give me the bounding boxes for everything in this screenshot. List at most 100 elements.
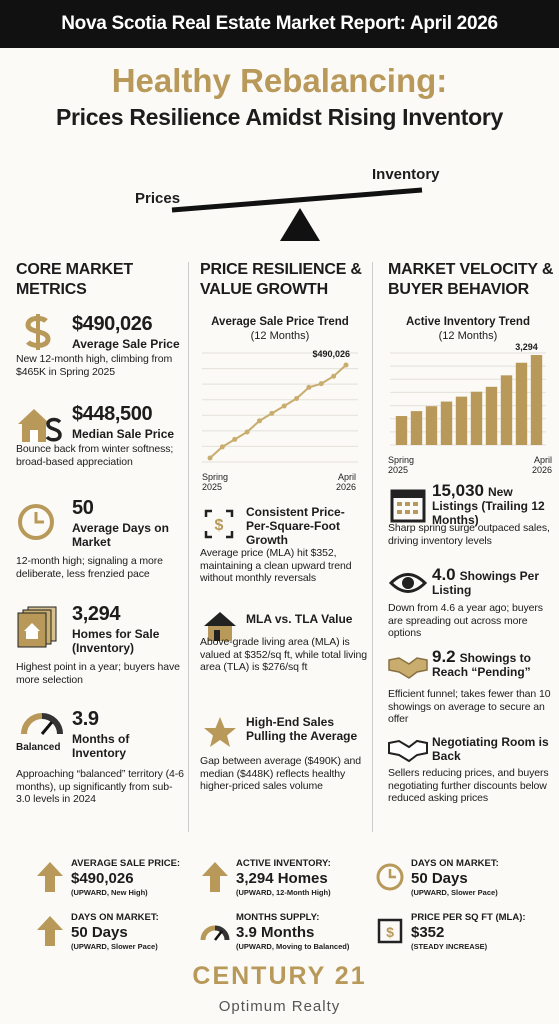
insight-title: High-End Sales Pulling the Average: [246, 715, 358, 743]
bar: [425, 406, 438, 445]
x-tick-label: Spring 2025: [202, 472, 229, 492]
header-title: Nova Scotia Real Estate Market Report: A…: [0, 0, 559, 48]
metric-label: Average Days on Market: [72, 521, 169, 549]
calendar-icon: [390, 489, 426, 523]
chart: [390, 352, 546, 446]
data-label: 3,294: [515, 342, 538, 352]
metric-text: Average price (MLA) hit $352, maintainin…: [200, 547, 352, 584]
chart: [202, 352, 358, 463]
bar: [395, 416, 408, 445]
summary-label: AVERAGE SALE PRICE:: [71, 858, 181, 869]
arrow-icon: [37, 916, 63, 946]
metric-label: Months of Inventory: [72, 732, 130, 760]
clock-icon: [18, 504, 54, 540]
point: [343, 362, 349, 368]
arrow-icon: [202, 862, 228, 892]
chart-title: Average Sale Price Trend: [211, 316, 349, 328]
summary-label: DAYS ON MARKET:: [411, 858, 499, 869]
x-tick-label: April 2026: [335, 472, 356, 492]
summary-value: $352: [411, 924, 445, 941]
bar: [470, 391, 483, 445]
summary-value: 50 Days: [71, 924, 128, 941]
divider: [372, 262, 373, 832]
dollar-icon: [25, 314, 51, 350]
handshake-icon: [388, 657, 428, 679]
summary-note: (STEADY INCREASE): [411, 942, 488, 951]
metric-value: $490,026: [72, 313, 153, 335]
metric-text: Approaching “balanced” territory (4-6 mo…: [16, 768, 184, 805]
scale-left: Prices: [135, 190, 181, 207]
summary-label: ACTIVE INVENTORY:: [236, 858, 331, 869]
point: [269, 410, 275, 416]
handshake-icon: [388, 739, 428, 763]
listings-icon: [17, 606, 57, 648]
brand: CENTURY 21: [192, 962, 367, 990]
velocity-heading: 9.2 Showings to Reach “Pending”: [432, 647, 554, 679]
gauge-icon: [200, 925, 230, 941]
subheadline: Prices Resilience Amidst Rising Inventor…: [55, 104, 503, 130]
balance-icon: [171, 187, 423, 241]
summary-note: (UPWARD, Slower Pace): [71, 942, 158, 951]
bar: [485, 386, 498, 445]
velocity-heading: Negotiating Room is Back: [432, 735, 554, 763]
point: [207, 455, 213, 461]
point: [219, 444, 225, 450]
metric-value: 4.0: [432, 565, 456, 584]
summary-value: 3,294 Homes: [236, 870, 328, 887]
bar: [455, 396, 468, 445]
summary-value: 3.9 Months: [236, 924, 315, 941]
insight-title: Consistent Price-Per-Square-Foot Growth: [246, 505, 345, 547]
box-icon: $: [377, 918, 403, 944]
svg-text:$: $: [386, 924, 394, 940]
point: [281, 403, 287, 409]
metric-value: 3,294: [72, 603, 121, 625]
summary-note: (UPWARD, Slower Pace): [411, 888, 498, 897]
eye-icon: [389, 573, 427, 593]
headline: Healthy Rebalancing:: [111, 62, 448, 99]
bar: [440, 401, 453, 445]
summary-label: PRICE PER SQ FT (MLA):: [411, 912, 526, 923]
summary-value: $490,026: [71, 870, 134, 887]
summary-note: (UPWARD, Moving to Balanced): [236, 942, 350, 951]
metric-label: Median Sale Price: [72, 427, 175, 441]
metric-value: $448,500: [72, 403, 153, 425]
office: Optimum Realty: [218, 998, 341, 1015]
velocity-heading: 4.0 Showings Per Listing: [432, 565, 554, 597]
chart-subtitle: (12 Months): [438, 330, 498, 342]
chart-subtitle: (12 Months): [250, 330, 310, 342]
bar: [410, 411, 423, 445]
point: [306, 384, 312, 390]
metric-label: Showings Per Listing: [432, 569, 539, 597]
velocity-heading: 15,030 New Listings (Trailing 12 Months): [432, 481, 554, 527]
summary-value: 50 Days: [411, 870, 468, 887]
metric-text: 12-month high; signaling a more delibera…: [16, 555, 163, 580]
x-tick-label: April 2026: [531, 455, 552, 475]
divider: [188, 262, 189, 832]
metric-value: 15,030: [432, 481, 484, 500]
point: [244, 429, 250, 435]
metric-text: Bounce back from winter softness; broad-…: [16, 443, 174, 468]
insight-title: MLA vs. TLA Value: [246, 612, 353, 626]
metric-label: New Listings (Trailing 12 Months): [432, 485, 545, 527]
metric-label: Homes for Sale (Inventory): [72, 627, 160, 655]
summary-label: DAYS ON MARKET:: [71, 912, 159, 923]
metric-text: Highest point in a year; buyers have mor…: [16, 661, 180, 686]
metric-label: Average Sale Price: [72, 337, 180, 351]
trend-line: [209, 364, 347, 459]
summary-label: MONTHS SUPPLY:: [236, 912, 320, 923]
metric-text: Sellers reducing prices, and buyers nego…: [388, 767, 549, 804]
metric-text: Efficient funnel; takes fewer than 10 sh…: [388, 688, 551, 725]
column-title: CORE MARKET METRICS: [16, 261, 133, 298]
metric-text: Gap between average ($490K) and median (…: [200, 755, 361, 792]
gauge-icon: [21, 713, 63, 735]
bar: [500, 375, 513, 445]
house-dollar-icon: [18, 409, 62, 442]
chart-title: Active Inventory Trend: [406, 316, 530, 328]
point: [331, 373, 337, 379]
point: [294, 396, 300, 402]
column-title: MARKET VELOCITY & BUYER BEHAVIOR: [388, 261, 554, 298]
bar: [530, 355, 543, 445]
metric-value: 9.2: [432, 647, 456, 666]
sqft-icon: $: [204, 509, 234, 539]
